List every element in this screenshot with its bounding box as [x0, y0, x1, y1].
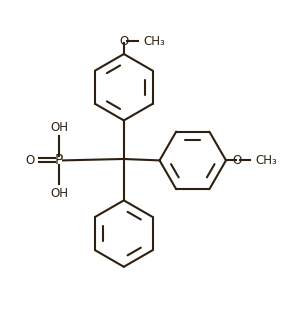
Text: OH: OH	[50, 187, 68, 200]
Text: O: O	[119, 35, 128, 48]
Text: O: O	[233, 154, 242, 167]
Text: P: P	[55, 153, 63, 167]
Text: CH₃: CH₃	[143, 35, 165, 48]
Text: OH: OH	[50, 121, 68, 134]
Text: CH₃: CH₃	[256, 154, 277, 167]
Text: O: O	[25, 154, 35, 167]
